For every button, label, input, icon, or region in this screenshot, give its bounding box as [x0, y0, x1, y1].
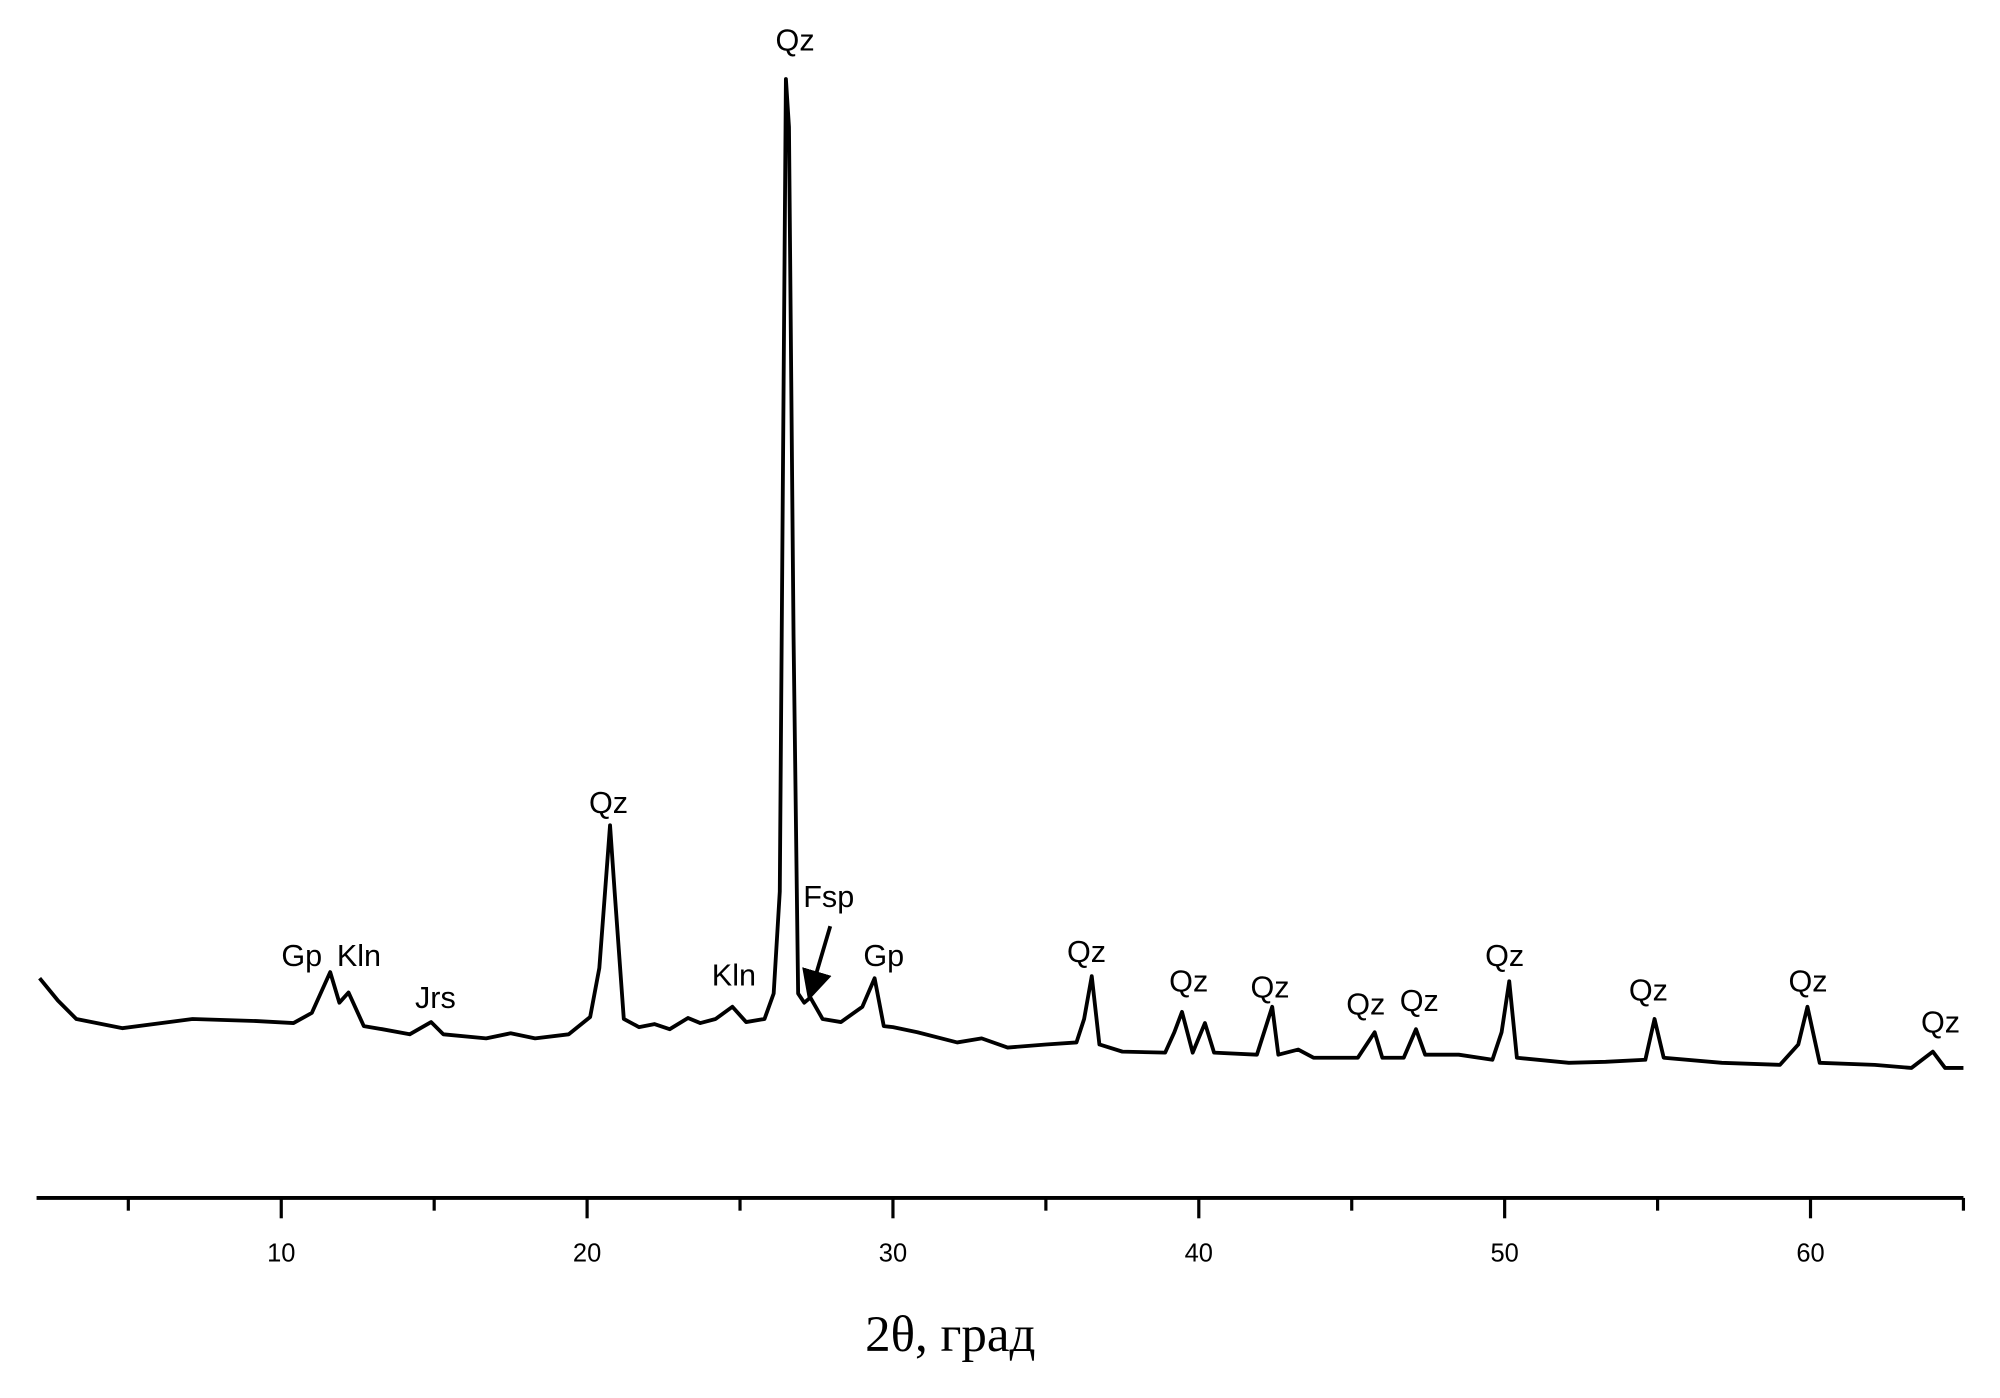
peak-label: Gp: [863, 939, 904, 973]
peak-label: Qz: [776, 23, 815, 57]
x-tick-label: 30: [879, 1240, 907, 1268]
peak-label: Kln: [337, 939, 381, 973]
peak-label: Qz: [1921, 1005, 1960, 1039]
x-tick-label: 50: [1490, 1240, 1518, 1268]
peak-label: Qz: [589, 786, 628, 820]
peak-label: Qz: [1346, 987, 1385, 1021]
peak-label: Qz: [1400, 984, 1439, 1018]
x-tick-label: 60: [1796, 1240, 1824, 1268]
annotation-arrow: [802, 925, 833, 1001]
x-tick-label: 10: [267, 1240, 295, 1268]
peak-label: Jrs: [415, 981, 456, 1015]
peak-label: Qz: [1789, 964, 1828, 998]
peak-label: Qz: [1485, 939, 1524, 973]
peak-label: Qz: [1067, 935, 1106, 969]
peak-label: Qz: [1169, 964, 1208, 998]
peak-label: Gp: [281, 939, 322, 973]
diffraction-line: [38, 77, 1964, 1070]
x-tick-label: 40: [1185, 1240, 1213, 1268]
peak-label: Qz: [1251, 971, 1290, 1005]
peak-label: Kln: [712, 958, 756, 992]
peak-label: Fsp: [803, 880, 854, 914]
peak-label: Qz: [1629, 974, 1668, 1008]
x-axis-title: 2θ, град: [865, 1307, 1035, 1363]
x-tick-label: 20: [573, 1240, 601, 1268]
